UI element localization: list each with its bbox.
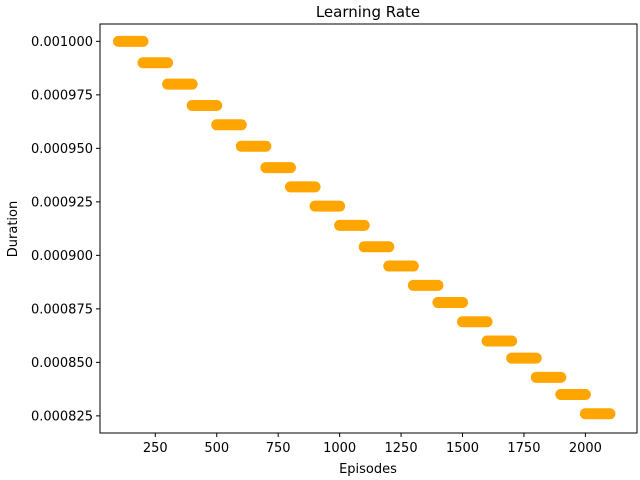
y-tick-label: 0.000875	[31, 302, 93, 317]
y-axis: 0.000825 0.000850 0.000875 0.000900 0.000925…	[31, 35, 100, 424]
y-axis-label: Duration	[6, 201, 21, 257]
x-axis: 250 500 750 1000 1250 1500 1750 2000	[143, 433, 602, 456]
x-tick-label: 1000	[323, 441, 356, 456]
chart-title: Learning Rate	[316, 3, 420, 21]
x-tick-label: 1250	[385, 441, 418, 456]
x-tick-label: 1500	[446, 441, 479, 456]
y-tick-label: 0.000950	[31, 142, 93, 157]
y-tick-label: 0.000900	[31, 249, 93, 264]
x-tick-label: 1750	[507, 441, 540, 456]
data-points	[112, 35, 616, 420]
y-tick-label: 0.001000	[31, 35, 93, 50]
y-tick-label: 0.000825	[31, 409, 93, 424]
x-axis-label: Episodes	[339, 462, 397, 477]
x-tick-label: 250	[143, 441, 168, 456]
y-tick-label: 0.000975	[31, 88, 93, 103]
y-tick-label: 0.000850	[31, 356, 93, 371]
y-tick-label: 0.000925	[31, 195, 93, 210]
x-tick-label: 500	[204, 441, 229, 456]
plot-frame	[99, 23, 638, 434]
x-tick-label: 2000	[569, 441, 602, 456]
x-tick-label: 750	[266, 441, 291, 456]
